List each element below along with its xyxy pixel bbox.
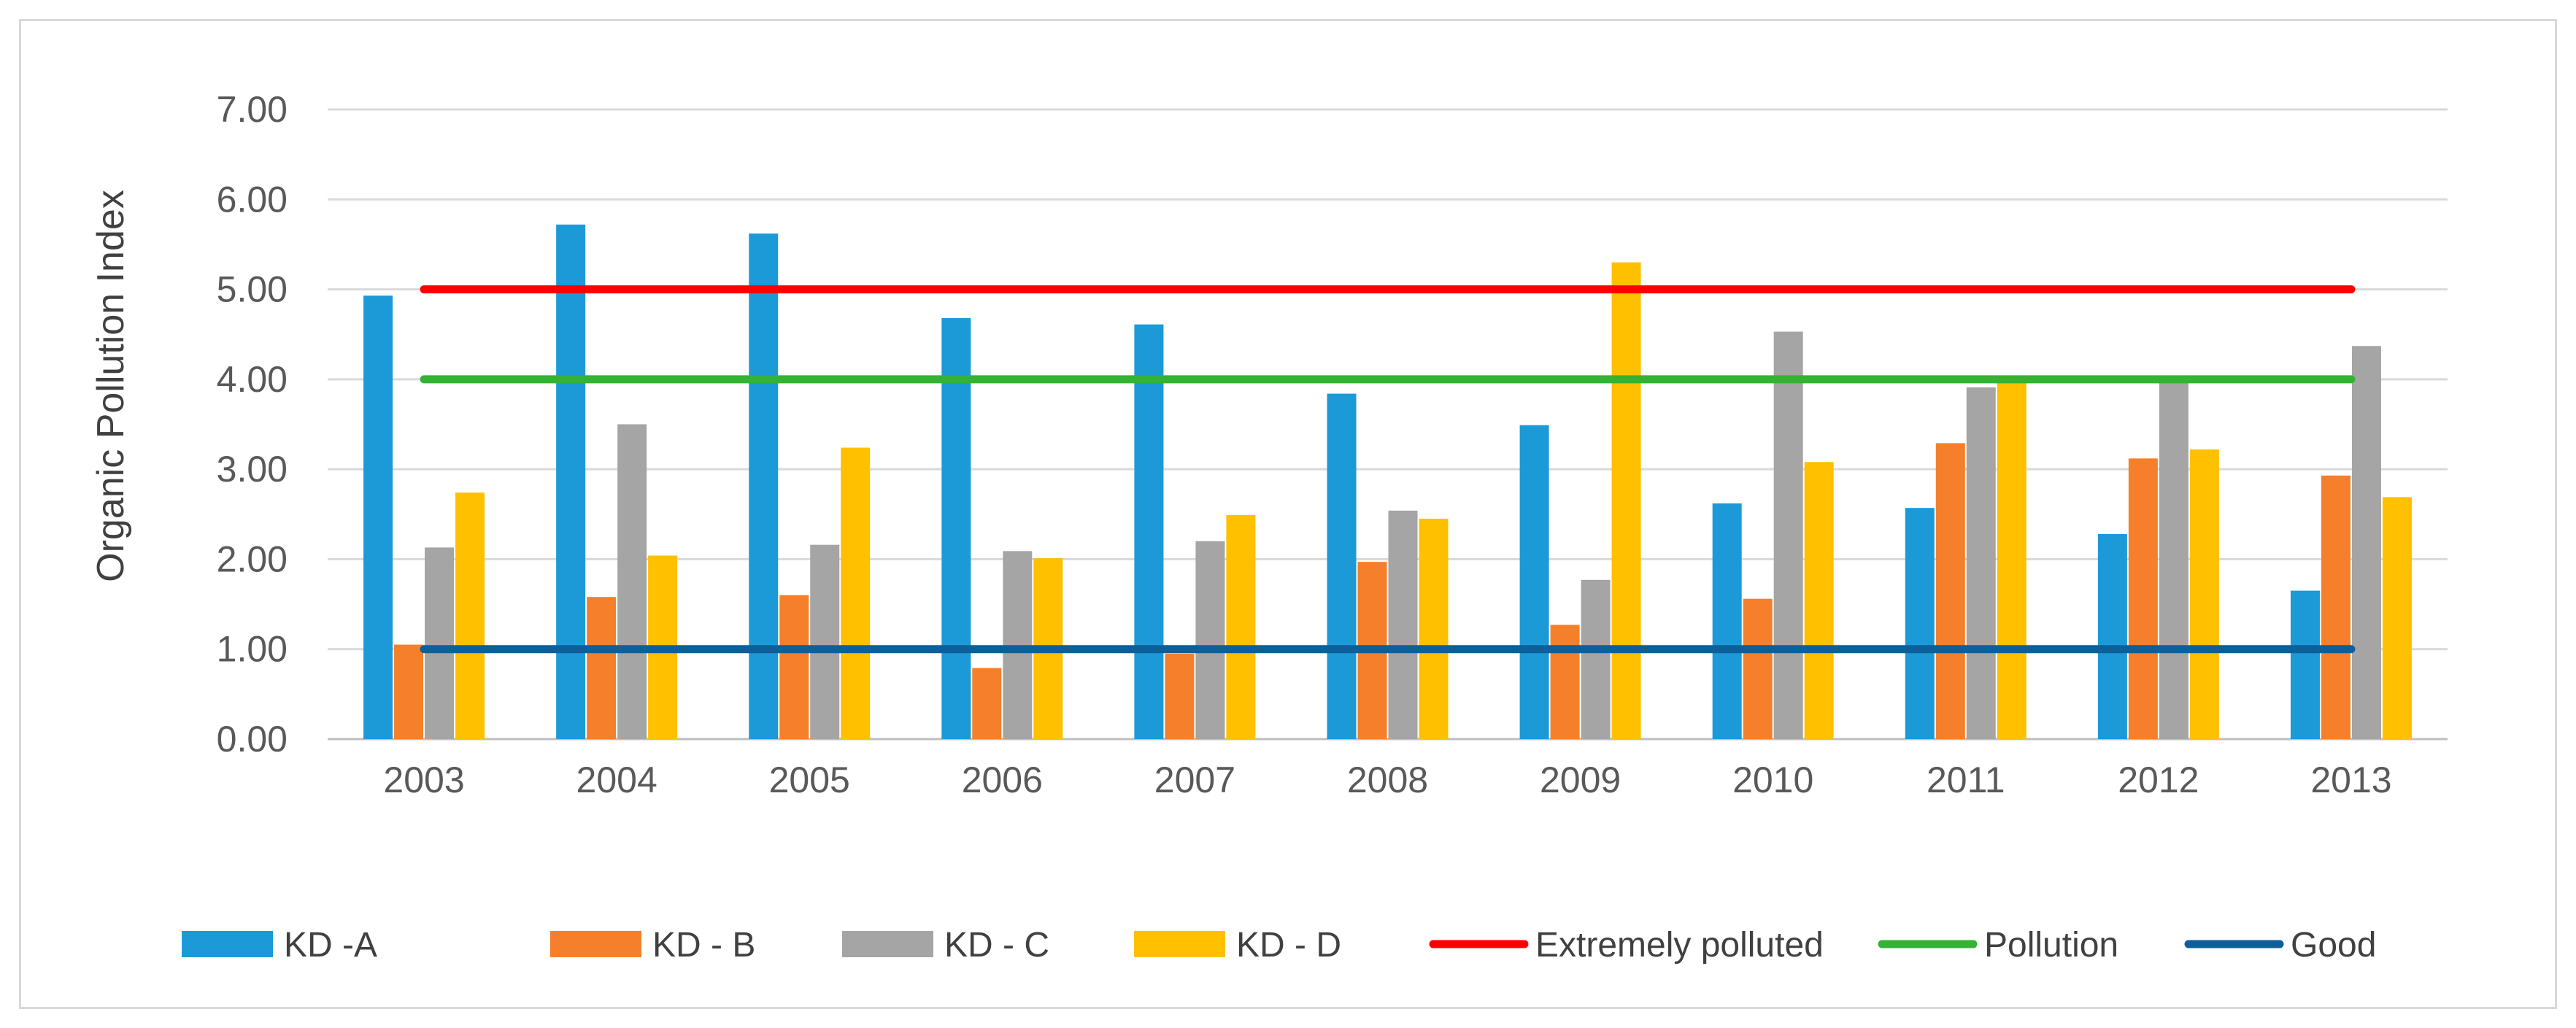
legend-swatch-kd-b (550, 931, 641, 957)
bar-kd-b-2006 (972, 668, 1002, 739)
bar-kd-a-2008 (1327, 393, 1357, 739)
bar-kd-a-2013 (2290, 590, 2320, 739)
bar-kd-a-2010 (1712, 503, 1742, 739)
bar-kd-a-2007 (1134, 324, 1164, 740)
bar-kd-d-2010 (1804, 462, 1834, 739)
y-tick-label: 2.00 (217, 538, 288, 579)
bars (363, 224, 2412, 740)
y-tick-label: 7.00 (217, 89, 288, 130)
y-tick-label: 3.00 (217, 449, 288, 490)
legend-label-kd-b: KD - B (652, 926, 755, 965)
y-tick-label: 0.00 (217, 719, 288, 760)
bar-kd-b-2011 (1935, 443, 1965, 739)
x-tick-label: 2009 (1540, 760, 1621, 800)
legend-label-kd-a: KD -A (284, 926, 377, 965)
x-tick-label: 2005 (769, 760, 850, 800)
x-tick-label: 2010 (1732, 760, 1813, 800)
bar-kd-b-2012 (2128, 458, 2158, 739)
bar-kd-a-2009 (1519, 425, 1549, 739)
x-tick-label: 2004 (576, 760, 658, 800)
bar-kd-b-2005 (779, 595, 809, 739)
legend-swatch-kd-d (1134, 931, 1225, 957)
legend-label-kd-c: KD - C (944, 926, 1049, 965)
bar-kd-a-2012 (2097, 533, 2127, 739)
bar-kd-b-2004 (587, 597, 617, 739)
bar-kd-d-2013 (2382, 497, 2412, 739)
bar-kd-a-2011 (1905, 508, 1935, 739)
bar-kd-b-2013 (2321, 475, 2351, 739)
bar-kd-c-2004 (617, 424, 647, 739)
bar-kd-b-2009 (1550, 625, 1580, 739)
bar-kd-d-2009 (1611, 262, 1641, 740)
y-tick-label: 6.00 (217, 179, 288, 220)
bar-kd-d-2003 (455, 492, 485, 739)
y-tick-label: 5.00 (217, 269, 288, 310)
legend-label-extremely-polluted: Extremely polluted (1535, 926, 1824, 965)
bar-kd-c-2011 (1966, 387, 1996, 739)
bar-kd-d-2007 (1226, 515, 1256, 739)
x-tick-labels: 2003 2004 2005 2006 2007 2008 2009 2010 2011 2012… (383, 760, 2391, 800)
bar-kd-a-2006 (941, 318, 971, 740)
bar-kd-c-2007 (1195, 541, 1225, 739)
bar-kd-b-2007 (1165, 653, 1195, 739)
y-tick-labels: 0.00 1.00 2.00 3.00 4.00 5.00 6.00 7.00 (217, 89, 288, 760)
y-tick-label: 4.00 (217, 359, 288, 400)
bar-kd-a-2003 (363, 295, 393, 739)
x-tick-label: 2007 (1154, 760, 1235, 800)
bar-kd-a-2004 (556, 224, 586, 739)
bar-kd-c-2013 (2351, 346, 2381, 739)
y-tick-label: 1.00 (217, 629, 288, 670)
bar-kd-c-2003 (425, 547, 455, 739)
bar-kd-a-2005 (749, 233, 779, 739)
bar-kd-c-2008 (1388, 510, 1418, 739)
x-tick-label: 2011 (1927, 760, 2005, 800)
bar-kd-b-2003 (394, 644, 424, 739)
bar-kd-c-2012 (2159, 382, 2189, 739)
bar-kd-c-2006 (1003, 551, 1033, 739)
legend-swatch-kd-c (842, 931, 933, 957)
chart-frame: 0.00 1.00 2.00 3.00 4.00 5.00 6.00 7.00 2003 200… (19, 19, 2557, 1009)
bar-kd-d-2012 (2189, 449, 2219, 739)
bar-kd-d-2008 (1419, 518, 1449, 739)
bar-kd-c-2009 (1581, 579, 1611, 739)
legend: KD -A KD - B KD - C KD - D Extremely pollute… (182, 926, 2376, 965)
bar-kd-c-2010 (1773, 331, 1803, 739)
threshold-lines (420, 285, 2356, 654)
bar-kd-d-2005 (841, 447, 871, 739)
legend-label-pollution: Pollution (1984, 926, 2118, 965)
x-tick-label: 2008 (1347, 760, 1428, 800)
x-tick-label: 2003 (383, 760, 464, 800)
bar-kd-d-2011 (1997, 381, 2027, 739)
x-tick-label: 2013 (2310, 760, 2391, 800)
x-tick-label: 2012 (2118, 760, 2199, 800)
legend-swatch-kd-a (182, 931, 273, 957)
y-axis-title: Organic Pollution Index (90, 190, 132, 582)
bar-kd-b-2010 (1743, 598, 1773, 739)
x-tick-label: 2006 (962, 760, 1043, 800)
legend-label-good: Good (2291, 926, 2376, 965)
legend-label-kd-d: KD - D (1236, 926, 1341, 965)
bar-kd-c-2005 (810, 544, 840, 739)
chart-svg: 0.001.002.003.004.005.006.007.00 2003 200… (90, 89, 2448, 965)
